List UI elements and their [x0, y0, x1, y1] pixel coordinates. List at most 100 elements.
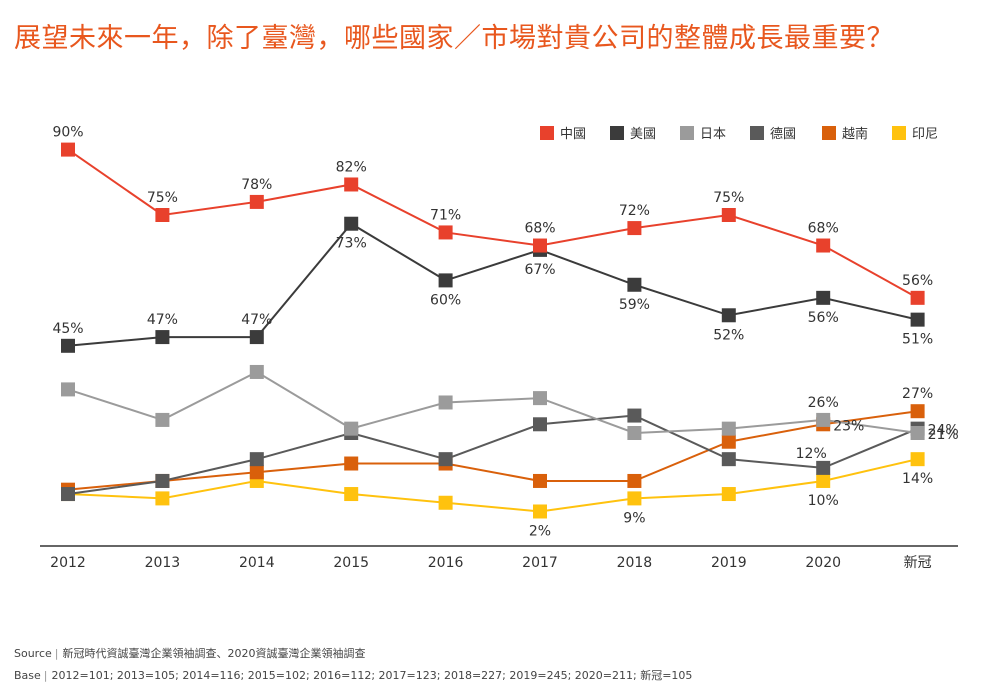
data-point-德國-2017: [533, 417, 547, 432]
legend-item-越南: 越南: [822, 123, 868, 142]
data-label: 75%: [147, 190, 178, 206]
data-point-日本-2014: [249, 364, 264, 379]
data-point-日本-2017: [533, 391, 547, 406]
data-point-德國-2012: [61, 487, 75, 502]
data-label: 73%: [336, 236, 367, 252]
data-point-中國-2019: [721, 208, 736, 222]
legend-label: 中國: [560, 127, 587, 142]
x-tick-label: 2019: [711, 555, 747, 571]
data-label: 26%: [808, 395, 839, 411]
data-point-德國-2016: [438, 452, 453, 467]
data-label: 90%: [52, 125, 83, 141]
data-point-美國-2014: [249, 330, 264, 345]
data-point-印尼-新冠: [910, 452, 925, 467]
data-label: 47%: [241, 312, 272, 328]
series-line-印尼: [67, 458, 918, 513]
legend-swatch: [822, 125, 836, 140]
data-label: 56%: [808, 310, 839, 326]
data-point-中國-2012: [61, 142, 75, 157]
legend-swatch: [610, 125, 624, 140]
x-tick-label: 新冠: [904, 555, 932, 571]
legend-swatch: [540, 125, 554, 140]
footer-source-key: Source: [14, 647, 52, 660]
data-label: 27%: [902, 386, 933, 402]
data-point-日本-2018: [627, 426, 642, 440]
data-point-越南-2014: [249, 465, 264, 480]
data-point-中國-2016: [438, 225, 453, 240]
data-point-德國-2013: [155, 473, 170, 488]
data-point-中國-2020: [816, 238, 831, 253]
data-point-美國-2018: [627, 277, 642, 292]
data-point-印尼-2016: [438, 495, 453, 510]
data-point-美國-2013: [155, 330, 170, 345]
footer-separator: |: [54, 647, 59, 660]
data-point-美國-2012: [61, 338, 75, 353]
data-point-中國-新冠: [910, 290, 925, 305]
footer-source: Source | 新冠時代資誠臺灣企業領袖調查、2020資誠臺灣企業領袖調查: [14, 645, 366, 661]
data-point-美國-2015: [344, 216, 359, 231]
series-markers: [61, 142, 925, 519]
data-label: 23%: [833, 418, 864, 434]
legend-item-德國: 德國: [750, 123, 796, 142]
legend-item-美國: 美國: [610, 123, 656, 142]
x-tick-label: 2016: [428, 555, 464, 571]
data-point-越南-2019: [721, 434, 736, 449]
series-lines: [67, 148, 919, 513]
data-point-美國-2019: [721, 308, 736, 323]
data-point-中國-2014: [249, 194, 264, 209]
data-point-印尼-2020: [816, 473, 831, 488]
data-point-中國-2015: [344, 177, 359, 192]
data-point-日本-2015: [344, 421, 359, 436]
data-point-德國-2018: [627, 408, 642, 423]
data-point-德國-2019: [721, 452, 736, 467]
data-point-日本-2016: [438, 395, 453, 410]
legend-swatch: [680, 125, 694, 140]
data-point-美國-新冠: [910, 312, 925, 327]
legend-item-印尼: 印尼: [892, 123, 938, 142]
data-point-日本-2020: [816, 412, 831, 427]
data-point-德國-2020: [816, 460, 831, 475]
data-point-日本-2013: [155, 412, 170, 427]
data-labels: 90% 75% 78% 82% 71% 68% 72% 75% 68% 56% 45% 47% 47% 7…: [52, 125, 958, 540]
data-point-日本-2012: [61, 382, 75, 397]
data-point-日本-新冠: [910, 426, 925, 440]
data-label: 10%: [808, 493, 839, 509]
data-label: 68%: [524, 221, 555, 237]
x-tick-label: 2013: [145, 555, 181, 571]
series-line-日本: [67, 370, 918, 435]
data-point-中國-2013: [155, 208, 170, 222]
data-label: 71%: [430, 207, 461, 223]
data-label: 9%: [623, 510, 645, 526]
footer-base-key: Base: [14, 669, 41, 682]
data-label: 75%: [713, 190, 744, 206]
legend-item-日本: 日本: [680, 123, 726, 142]
data-label: 67%: [524, 262, 555, 278]
data-label: 2%: [529, 523, 551, 539]
x-tick-label: 2020: [805, 555, 841, 571]
data-point-印尼-2019: [721, 487, 736, 502]
series-line-美國: [67, 222, 918, 347]
footer-source-text: 新冠時代資誠臺灣企業領袖調查、2020資誠臺灣企業領袖調查: [62, 647, 366, 660]
data-label: 21%: [928, 427, 959, 443]
footer-base-text: 2012=101; 2013=105; 2014=116; 2015=102; …: [51, 669, 693, 682]
x-tick-labels: 2012 2013 2014 2015 2016 2017 2018 2019 2020 新冠: [50, 555, 931, 571]
data-label: 47%: [147, 312, 178, 328]
data-point-越南-新冠: [910, 404, 925, 419]
legend-label: 日本: [700, 127, 727, 142]
data-point-美國-2016: [438, 273, 453, 288]
data-point-印尼-2013: [155, 491, 170, 506]
data-label: 78%: [241, 177, 272, 193]
x-tick-label: 2012: [50, 555, 86, 571]
data-label: 52%: [713, 327, 744, 343]
data-point-中國-2017: [533, 238, 547, 253]
data-label: 68%: [808, 221, 839, 237]
legend-label: 德國: [770, 127, 797, 142]
data-point-印尼-2015: [344, 487, 359, 502]
data-point-日本-2019: [721, 421, 736, 436]
chart-title: 展望未來一年，除了臺灣，哪些國家／市場對貴公司的整體成長最重要？: [14, 23, 894, 54]
data-label: 72%: [619, 203, 650, 219]
legend-label: 越南: [842, 127, 869, 142]
data-label: 82%: [336, 159, 367, 175]
x-tick-label: 2014: [239, 555, 275, 571]
